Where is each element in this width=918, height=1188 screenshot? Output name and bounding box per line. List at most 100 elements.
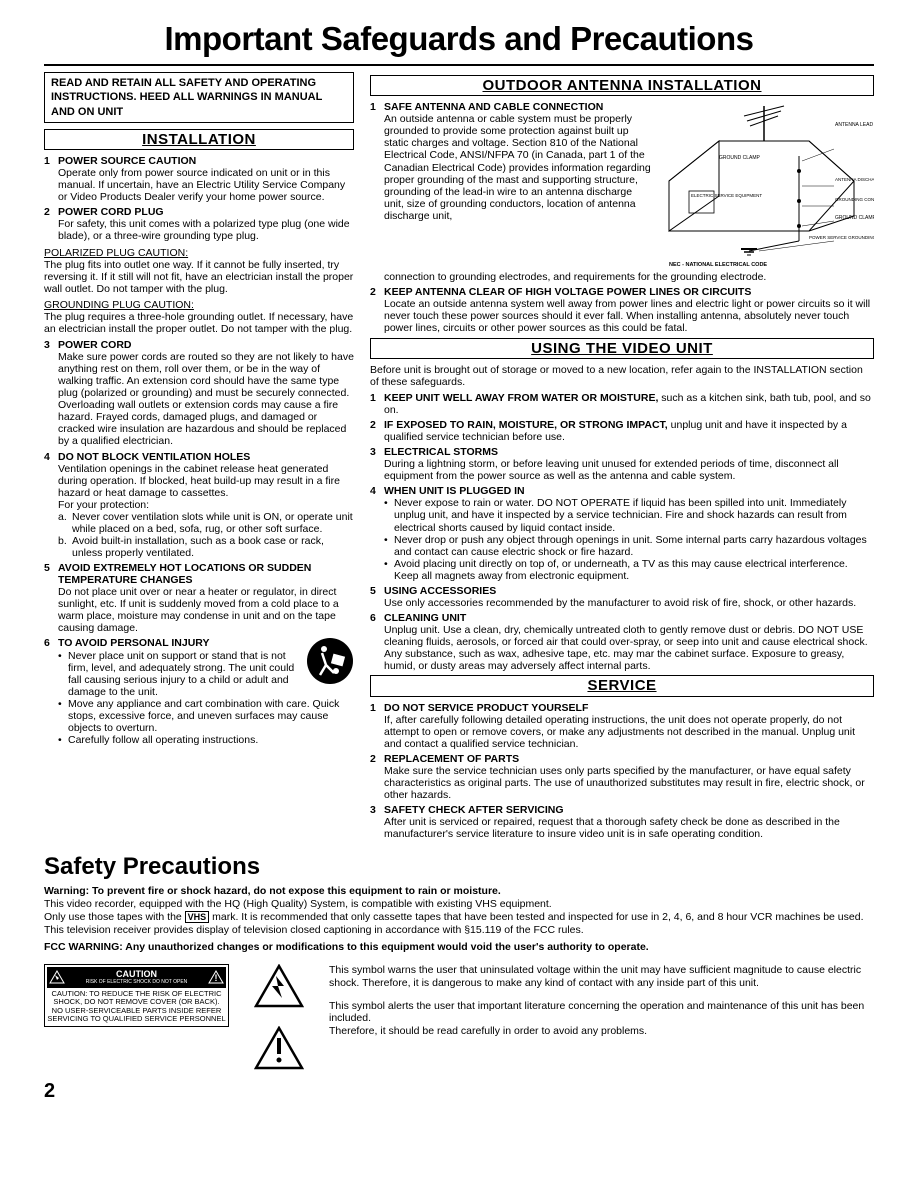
- polarized-text: The plug fits into outlet one way. If it…: [44, 259, 354, 295]
- polarized-head: POLARIZED PLUG CAUTION:: [44, 247, 354, 259]
- triangle-column: [249, 964, 309, 1070]
- cart-tip-icon: [306, 637, 354, 685]
- bullet: •Carefully follow all operating instruct…: [58, 734, 354, 746]
- using-item-3: 3ELECTRICAL STORMSDuring a lightning sto…: [370, 446, 874, 482]
- item-head: SAFE ANTENNA AND CABLE CONNECTION: [384, 101, 603, 113]
- bullet: •Never expose to rain or water. DO NOT O…: [384, 497, 874, 533]
- item-num: 4: [44, 451, 58, 560]
- service-item-1: 1DO NOT SERVICE PRODUCT YOURSELFIf, afte…: [370, 702, 874, 750]
- using-item-6: 6CLEANING UNITUnplug unit. Use a clean, …: [370, 612, 874, 672]
- item-text: Do not place unit over or near a heater …: [58, 586, 339, 634]
- service-header: SERVICE: [370, 675, 874, 696]
- using-item-4: 4WHEN UNIT IS PLUGGED IN •Never expose t…: [370, 485, 874, 582]
- item-text: An outside antenna or cable system must …: [384, 113, 651, 222]
- safety-precautions-title: Safety Precautions: [44, 853, 874, 881]
- install-item-4: 4 DO NOT BLOCK VENTILATION HOLESVentilat…: [44, 451, 354, 560]
- svg-text:NEC - NATIONAL ELECTRICAL CODE: NEC - NATIONAL ELECTRICAL CODE: [669, 262, 767, 268]
- page-number: 2: [44, 1080, 874, 1103]
- grounding-text: The plug requires a three-hole grounding…: [44, 311, 354, 335]
- item-head: DO NOT SERVICE PRODUCT YOURSELF: [384, 702, 588, 714]
- outdoor-item-2: 2 KEEP ANTENNA CLEAR OF HIGH VOLTAGE POW…: [370, 286, 874, 334]
- item-text: If, after carefully following detailed o…: [384, 714, 855, 750]
- bullet-text: Never expose to rain or water. DO NOT OP…: [394, 497, 874, 533]
- item-head: CLEANING UNIT: [384, 612, 466, 624]
- bullet-text: Avoid placing unit directly on top of, o…: [394, 558, 874, 582]
- bullet-text: Move any appliance and cart combination …: [68, 698, 354, 734]
- using-item-2: 2IF EXPOSED TO RAIN, MOISTURE, OR STRONG…: [370, 419, 874, 443]
- right-column: OUTDOOR ANTENNA INSTALLATION 1 SAFE ANTE…: [370, 72, 874, 843]
- safety-block: Warning: To prevent fire or shock hazard…: [44, 885, 874, 955]
- using-intro: Before unit is brought out of storage or…: [370, 364, 874, 388]
- item-num: 1: [370, 101, 384, 283]
- outdoor-item-1: 1 SAFE ANTENNA AND CABLE CONNECTION An o…: [370, 101, 874, 283]
- item-text: Locate an outside antenna system well aw…: [384, 298, 870, 334]
- item-head: KEEP ANTENNA CLEAR OF HIGH VOLTAGE POWER…: [384, 286, 751, 298]
- bullet-text: Never place unit on support or stand tha…: [68, 650, 302, 698]
- using-header: USING THE VIDEO UNIT: [370, 338, 874, 359]
- sub-b: b.Avoid built-in installation, such as a…: [58, 535, 354, 559]
- safety-p2: Only use those tapes with the VHS mark. …: [44, 911, 874, 924]
- item-head: ELECTRICAL STORMS: [384, 446, 498, 458]
- antenna-diagram: ANTENNA LEAD IN WIRE GROUND CLAMP ELECTR…: [659, 101, 874, 271]
- outdoor-header: OUTDOOR ANTENNA INSTALLATION: [370, 75, 874, 96]
- using-item-5: 5USING ACCESSORIESUse only accessories r…: [370, 585, 874, 609]
- item-head: REPLACEMENT OF PARTS: [384, 753, 519, 765]
- item-num: 5: [370, 585, 384, 609]
- fcc-warning: FCC WARNING: Any unauthorized changes or…: [44, 941, 874, 954]
- shock-triangle-icon: [254, 964, 304, 1008]
- item-text-2: connection to grounding electrodes, and …: [384, 271, 766, 283]
- bullet-text: Never drop or push any object through op…: [394, 534, 874, 558]
- item-text: During a lightning storm, or before leav…: [384, 458, 839, 482]
- item-num: 2: [370, 286, 384, 334]
- item-text: After unit is serviced or repaired, requ…: [384, 816, 840, 840]
- item-text: Ventilation openings in the cabinet rele…: [58, 463, 340, 499]
- bullet: •Move any appliance and cart combination…: [58, 698, 354, 734]
- item-num: 3: [44, 339, 58, 448]
- bullet: •Never place unit on support or stand th…: [58, 650, 302, 698]
- install-item-6: 6 TO AVOID PERSONAL INJURY •Never place …: [44, 637, 354, 746]
- item-num: 6: [44, 637, 58, 746]
- svg-text:!: !: [215, 973, 218, 983]
- install-item-2: 2 POWER CORD PLUGFor safety, this unit c…: [44, 206, 354, 242]
- item-num: 2: [44, 206, 58, 242]
- item-text: Operate only from power source indicated…: [58, 167, 345, 203]
- svg-text:ELECTRIC SERVICE EQUIPMENT: ELECTRIC SERVICE EQUIPMENT: [691, 193, 762, 198]
- sub-text: Avoid built-in installation, such as a b…: [72, 535, 354, 559]
- item-num: 3: [370, 446, 384, 482]
- item-head: SAFETY CHECK AFTER SERVICING: [384, 804, 564, 816]
- main-columns: READ AND RETAIN ALL SAFETY AND OPERATING…: [44, 72, 874, 843]
- item-num: 1: [44, 155, 58, 203]
- item-num: 1: [370, 392, 384, 416]
- item-num: 2: [370, 419, 384, 443]
- symbol1-text: This symbol warns the user that uninsula…: [329, 964, 874, 989]
- caution-row: CAUTIONRISK OF ELECTRIC SHOCK DO NOT OPE…: [44, 964, 874, 1070]
- caution-risk: RISK OF ELECTRIC SHOCK DO NOT OPEN: [65, 980, 208, 986]
- svg-text:GROUND CLAMP: GROUND CLAMP: [719, 155, 761, 161]
- item-text: Make sure the service technician uses on…: [384, 765, 865, 801]
- item-num: 6: [370, 612, 384, 672]
- svg-text:ANTENNA LEAD IN WIRE: ANTENNA LEAD IN WIRE: [835, 122, 874, 128]
- sub-marker: a.: [58, 511, 72, 535]
- safety-p3: This television receiver provides displa…: [44, 924, 874, 937]
- using-item-1: 1KEEP UNIT WELL AWAY FROM WATER OR MOIST…: [370, 392, 874, 416]
- svg-text:ANTENNA DISCHARGE UNIT (NEC SE: ANTENNA DISCHARGE UNIT (NEC SECTION 810-…: [835, 177, 874, 182]
- service-item-3: 3SAFETY CHECK AFTER SERVICINGAfter unit …: [370, 804, 874, 840]
- read-retain-box: READ AND RETAIN ALL SAFETY AND OPERATING…: [44, 72, 354, 123]
- sub-a: a.Never cover ventilation slots while un…: [58, 511, 354, 535]
- installation-header: INSTALLATION: [44, 129, 354, 150]
- item-head: POWER CORD PLUG: [58, 206, 164, 218]
- left-column: READ AND RETAIN ALL SAFETY AND OPERATING…: [44, 72, 354, 843]
- bullet: •Avoid placing unit directly on top of, …: [384, 558, 874, 582]
- item-head: POWER CORD: [58, 339, 132, 351]
- item-head: USING ACCESSORIES: [384, 585, 496, 597]
- caution-inner: CAUTIONRISK OF ELECTRIC SHOCK DO NOT OPE…: [47, 967, 226, 987]
- caution-box: CAUTIONRISK OF ELECTRIC SHOCK DO NOT OPE…: [44, 964, 229, 1027]
- safety-p1: This video recorder, equipped with the H…: [44, 898, 874, 911]
- symbol-text-column: This symbol warns the user that uninsula…: [329, 964, 874, 1047]
- sub-head: For your protection:: [58, 499, 149, 511]
- svg-text:GROUNDING CONDUCTORS (NEC SECT: GROUNDING CONDUCTORS (NEC SECTION 810-21…: [835, 197, 874, 202]
- sub-text: Never cover ventilation slots while unit…: [72, 511, 354, 535]
- item-head: WHEN UNIT IS PLUGGED IN: [384, 485, 525, 497]
- page-title: Important Safeguards and Precautions: [44, 20, 874, 58]
- item-head: AVOID EXTREMELY HOT LOCATIONS OR SUDDEN …: [58, 562, 311, 586]
